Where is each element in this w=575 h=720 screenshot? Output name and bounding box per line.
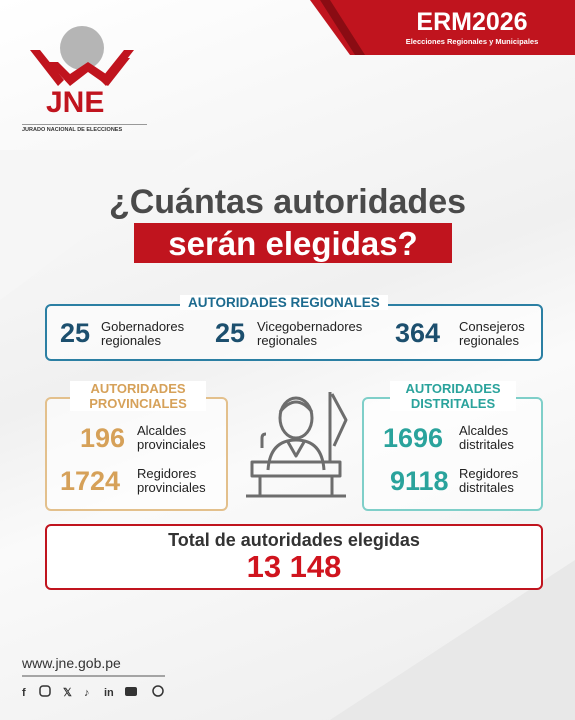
label: Vicegobernadores bbox=[257, 319, 363, 334]
number: 25 bbox=[215, 318, 246, 348]
total-value: 13 148 bbox=[246, 549, 342, 584]
event-name: ERM2026 bbox=[416, 8, 528, 36]
label: distritales bbox=[459, 480, 514, 495]
title-line: serán elegidas? bbox=[168, 225, 418, 262]
label: provinciales bbox=[137, 437, 206, 452]
number: 9118 bbox=[390, 466, 449, 496]
label: regionales bbox=[459, 333, 519, 348]
label-line: DISTRITALES bbox=[410, 396, 496, 411]
number: 25 bbox=[60, 318, 91, 348]
svg-text:in: in bbox=[104, 687, 114, 699]
logo-full-name: JURADO NACIONAL DE ELECCIONES bbox=[22, 127, 123, 133]
total-label: Total de autoridades elegidas bbox=[168, 530, 420, 550]
label: Regidores bbox=[459, 466, 519, 481]
label: Regidores bbox=[137, 466, 197, 481]
provincial-label: AUTORIDADES PROVINCIALES bbox=[70, 381, 206, 411]
label-line: PROVINCIALES bbox=[89, 396, 187, 411]
label: Alcaldes bbox=[459, 423, 509, 438]
website: www.jne.gob.pe bbox=[22, 655, 121, 671]
label-line: AUTORIDADES bbox=[405, 381, 501, 396]
label: Gobernadores bbox=[101, 319, 185, 334]
label: distritales bbox=[459, 437, 514, 452]
regional-label: AUTORIDADES REGIONALES bbox=[180, 295, 388, 310]
label-line: AUTORIDADES bbox=[90, 381, 186, 396]
number: 1696 bbox=[383, 423, 444, 453]
logo-name: JNE bbox=[46, 86, 105, 119]
title-highlight bbox=[134, 223, 452, 263]
label: Alcaldes bbox=[137, 423, 187, 438]
provincial-box bbox=[45, 397, 228, 511]
svg-text:♪: ♪ bbox=[84, 687, 90, 699]
label: provinciales bbox=[137, 480, 206, 495]
number: 364 bbox=[395, 318, 441, 348]
district-label: AUTORIDADES DISTRITALES bbox=[390, 381, 516, 411]
title-line: ¿Cuántas autoridades bbox=[108, 183, 467, 221]
total-box bbox=[45, 524, 543, 590]
number: 1724 bbox=[60, 466, 121, 496]
label: regionales bbox=[257, 333, 317, 348]
number: 196 bbox=[80, 423, 126, 453]
label: regionales bbox=[101, 333, 161, 348]
event-subtitle: Elecciones Regionales y Municipales bbox=[405, 37, 539, 46]
svg-text:𝕏: 𝕏 bbox=[63, 687, 72, 699]
svg-text:f: f bbox=[22, 687, 26, 699]
label: Consejeros bbox=[459, 319, 525, 334]
